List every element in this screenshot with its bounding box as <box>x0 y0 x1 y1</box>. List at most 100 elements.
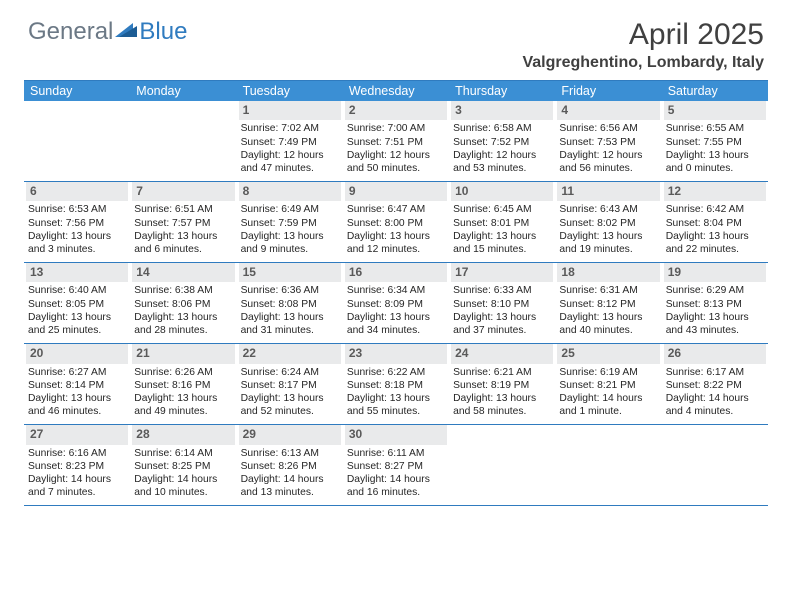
daylight-line: Daylight: 13 hours and 40 minutes. <box>557 311 659 337</box>
daylight-line: Daylight: 13 hours and 37 minutes. <box>451 311 553 337</box>
calendar-day: 13Sunrise: 6:40 AMSunset: 8:05 PMDayligh… <box>24 263 130 343</box>
day-number: 16 <box>345 263 447 282</box>
sunrise-line: Sunrise: 6:19 AM <box>557 366 659 379</box>
weekday-header: Saturday <box>662 81 768 101</box>
calendar-week: 27Sunrise: 6:16 AMSunset: 8:23 PMDayligh… <box>24 425 768 506</box>
sunrise-line: Sunrise: 6:17 AM <box>664 366 766 379</box>
daylight-line: Daylight: 13 hours and 31 minutes. <box>239 311 341 337</box>
daylight-line: Daylight: 13 hours and 22 minutes. <box>664 230 766 256</box>
sunset-line: Sunset: 8:26 PM <box>239 460 341 473</box>
sunrise-line: Sunrise: 6:34 AM <box>345 284 447 297</box>
calendar-day: 19Sunrise: 6:29 AMSunset: 8:13 PMDayligh… <box>662 263 768 343</box>
day-number: 14 <box>132 263 234 282</box>
sunset-line: Sunset: 8:23 PM <box>26 460 128 473</box>
day-number: 12 <box>664 182 766 201</box>
daylight-line: Daylight: 14 hours and 7 minutes. <box>26 473 128 499</box>
sunrise-line: Sunrise: 6:55 AM <box>664 122 766 135</box>
weekday-header: Tuesday <box>237 81 343 101</box>
sunrise-line: Sunrise: 6:42 AM <box>664 203 766 216</box>
month-title: April 2025 <box>522 18 764 52</box>
calendar-day: 4 Sunrise: 6:56 AMSunset: 7:53 PMDaylight… <box>555 101 661 181</box>
day-number: 13 <box>26 263 128 282</box>
day-number: 23 <box>345 344 447 363</box>
calendar: SundayMondayTuesdayWednesdayThursdayFrid… <box>24 80 768 506</box>
sunrise-line: Sunrise: 6:49 AM <box>239 203 341 216</box>
sunrise-line: Sunrise: 6:24 AM <box>239 366 341 379</box>
sunset-line: Sunset: 8:08 PM <box>239 298 341 311</box>
sunset-line: Sunset: 8:00 PM <box>345 217 447 230</box>
sunset-line: Sunset: 8:01 PM <box>451 217 553 230</box>
calendar-day: 8Sunrise: 6:49 AMSunset: 7:59 PMDaylight… <box>237 182 343 262</box>
calendar-day: 12Sunrise: 6:42 AMSunset: 8:04 PMDayligh… <box>662 182 768 262</box>
day-number: 6 <box>26 182 128 201</box>
daylight-line: Daylight: 14 hours and 16 minutes. <box>345 473 447 499</box>
sunrise-line: Sunrise: 6:29 AM <box>664 284 766 297</box>
brand-part2: Blue <box>139 18 187 46</box>
sunset-line: Sunset: 8:19 PM <box>451 379 553 392</box>
calendar-day: 15Sunrise: 6:36 AMSunset: 8:08 PMDayligh… <box>237 263 343 343</box>
weekday-header: Thursday <box>449 81 555 101</box>
sunset-line: Sunset: 7:59 PM <box>239 217 341 230</box>
day-number: 19 <box>664 263 766 282</box>
day-number: 5 <box>664 101 766 120</box>
sunset-line: Sunset: 8:21 PM <box>557 379 659 392</box>
sunset-line: Sunset: 8:12 PM <box>557 298 659 311</box>
sunrise-line: Sunrise: 6:22 AM <box>345 366 447 379</box>
sunset-line: Sunset: 8:27 PM <box>345 460 447 473</box>
daylight-line: Daylight: 13 hours and 0 minutes. <box>664 149 766 175</box>
calendar-day: 3Sunrise: 6:58 AMSunset: 7:52 PMDaylight… <box>449 101 555 181</box>
calendar-day: 25Sunrise: 6:19 AMSunset: 8:21 PMDayligh… <box>555 344 661 424</box>
sunset-line: Sunset: 8:22 PM <box>664 379 766 392</box>
calendar-day: 23Sunrise: 6:22 AMSunset: 8:18 PMDayligh… <box>343 344 449 424</box>
calendar-day: 30 Sunrise: 6:11 AMSunset: 8:27 PMDayligh… <box>343 425 449 505</box>
day-number: 24 <box>451 344 553 363</box>
sunset-line: Sunset: 7:53 PM <box>557 136 659 149</box>
sunset-line: Sunset: 7:52 PM <box>451 136 553 149</box>
day-number: 7 <box>132 182 234 201</box>
calendar-day: 14Sunrise: 6:38 AMSunset: 8:06 PMDayligh… <box>130 263 236 343</box>
day-number: 29 <box>239 425 341 444</box>
header: General Blue April 2025 Valgreghentino, … <box>0 0 792 80</box>
daylight-line: Daylight: 13 hours and 46 minutes. <box>26 392 128 418</box>
brand-logo: General Blue <box>28 18 187 46</box>
daylight-line: Daylight: 13 hours and 19 minutes. <box>557 230 659 256</box>
calendar-day <box>130 101 236 181</box>
daylight-line: Daylight: 14 hours and 10 minutes. <box>132 473 234 499</box>
calendar-day: 22Sunrise: 6:24 AMSunset: 8:17 PMDayligh… <box>237 344 343 424</box>
sunset-line: Sunset: 8:05 PM <box>26 298 128 311</box>
calendar-day: 11Sunrise: 6:43 AMSunset: 8:02 PMDayligh… <box>555 182 661 262</box>
day-number: 4 <box>557 101 659 120</box>
calendar-day: 9Sunrise: 6:47 AMSunset: 8:00 PMDaylight… <box>343 182 449 262</box>
daylight-line: Daylight: 13 hours and 58 minutes. <box>451 392 553 418</box>
sunrise-line: Sunrise: 6:11 AM <box>345 447 447 460</box>
sunset-line: Sunset: 8:06 PM <box>132 298 234 311</box>
calendar-day: 28Sunrise: 6:14 AMSunset: 8:25 PMDayligh… <box>130 425 236 505</box>
day-number: 8 <box>239 182 341 201</box>
day-number: 20 <box>26 344 128 363</box>
day-number: 10 <box>451 182 553 201</box>
sunrise-line: Sunrise: 6:36 AM <box>239 284 341 297</box>
sunrise-line: Sunrise: 6:33 AM <box>451 284 553 297</box>
day-number: 30 <box>345 425 447 444</box>
day-number: 18 <box>557 263 659 282</box>
weekday-header: Wednesday <box>343 81 449 101</box>
calendar-week: 1Sunrise: 7:02 AMSunset: 7:49 PMDaylight… <box>24 101 768 182</box>
sunrise-line: Sunrise: 6:14 AM <box>132 447 234 460</box>
day-number: 9 <box>345 182 447 201</box>
title-block: April 2025 Valgreghentino, Lombardy, Ita… <box>522 18 764 72</box>
day-number: 25 <box>557 344 659 363</box>
sunrise-line: Sunrise: 6:56 AM <box>557 122 659 135</box>
day-number: 27 <box>26 425 128 444</box>
daylight-line: Daylight: 13 hours and 43 minutes. <box>664 311 766 337</box>
triangle-icon <box>115 21 137 44</box>
daylight-line: Daylight: 12 hours and 56 minutes. <box>557 149 659 175</box>
day-number: 21 <box>132 344 234 363</box>
sunrise-line: Sunrise: 6:51 AM <box>132 203 234 216</box>
daylight-line: Daylight: 14 hours and 13 minutes. <box>239 473 341 499</box>
sunrise-line: Sunrise: 6:31 AM <box>557 284 659 297</box>
calendar-day: 16Sunrise: 6:34 AMSunset: 8:09 PMDayligh… <box>343 263 449 343</box>
sunrise-line: Sunrise: 7:00 AM <box>345 122 447 135</box>
calendar-day: 26Sunrise: 6:17 AMSunset: 8:22 PMDayligh… <box>662 344 768 424</box>
calendar-day <box>555 425 661 505</box>
daylight-line: Daylight: 13 hours and 49 minutes. <box>132 392 234 418</box>
